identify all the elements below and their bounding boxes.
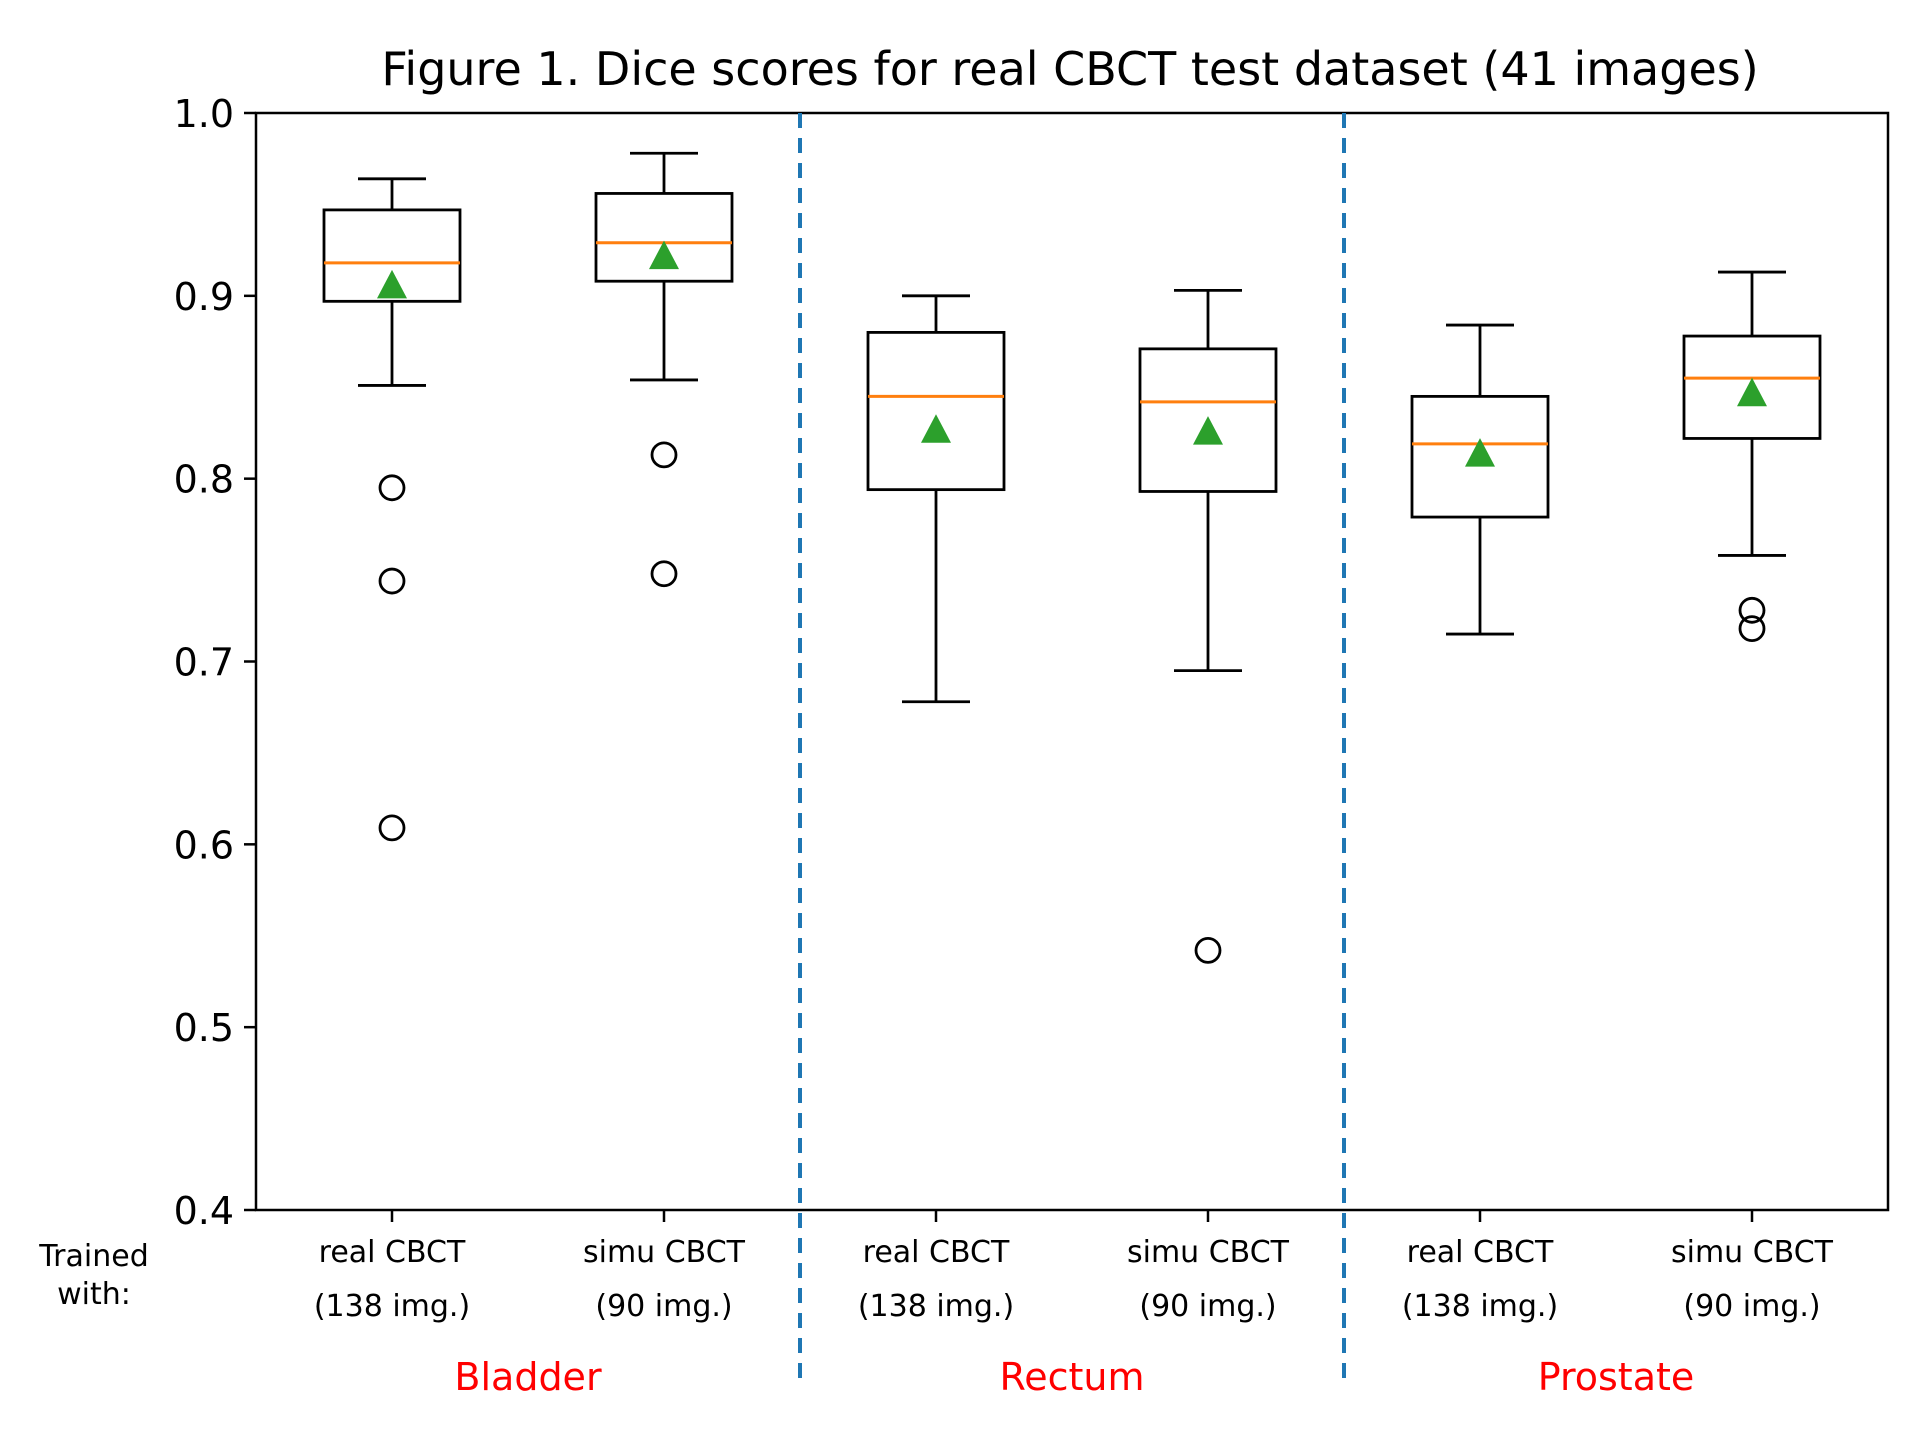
x-tick-label-line1: real CBCT	[319, 1235, 466, 1270]
x-tick-label-line1: real CBCT	[863, 1235, 1010, 1270]
iqr-box	[1682, 334, 1822, 440]
outlier-point	[1738, 615, 1766, 642]
chart-title: Figure 1. Dice scores for real CBCT test…	[381, 42, 1758, 96]
x-tick-label-line2: (138 img.)	[858, 1289, 1014, 1324]
y-tick-label: 0.6	[174, 823, 234, 867]
mean-marker	[649, 240, 679, 270]
outlier-point	[1738, 596, 1766, 624]
y-tick-label: 1.0	[174, 92, 234, 136]
y-tick-label: 0.8	[174, 458, 234, 502]
x-tick-label-line1: simu CBCT	[1127, 1235, 1290, 1270]
box-4	[1138, 288, 1278, 1222]
group-label-bladder: Bladder	[454, 1355, 602, 1399]
box-2	[594, 151, 734, 1222]
group-label-rectum: Rectum	[1000, 1355, 1145, 1399]
box-1	[322, 177, 462, 1222]
mean-marker	[1737, 377, 1767, 407]
plot-frame	[254, 111, 1890, 1212]
y-tick-label: 0.4	[174, 1189, 234, 1233]
x-tick-label-line2: (90 img.)	[595, 1289, 732, 1324]
y-tick-label: 0.7	[174, 641, 234, 685]
x-tick-label-line1: real CBCT	[1407, 1235, 1554, 1270]
y-tick-label: 0.9	[174, 275, 234, 319]
outlier-point	[378, 567, 406, 595]
iqr-box	[1410, 394, 1550, 519]
iqr-box	[322, 208, 462, 303]
x-tick-label-line2: (90 img.)	[1139, 1289, 1276, 1324]
plot-area: 0.4 0.5 0.6 0.7 0.8 0.9 1.0 real CBCT (138 img.)…	[38, 92, 1890, 1399]
mean-marker	[377, 269, 407, 299]
mean-marker	[921, 414, 951, 443]
mean-marker	[1465, 438, 1495, 467]
group-label-prostate: Prostate	[1538, 1355, 1695, 1399]
x-tick-label-line2: (138 img.)	[1402, 1289, 1558, 1324]
outlier-point	[378, 474, 406, 502]
iqr-box	[594, 192, 734, 283]
x-tick-label-line1: simu CBCT	[583, 1235, 746, 1270]
outlier-point	[1194, 936, 1222, 964]
box-5	[1410, 323, 1550, 1222]
y-tick-label: 0.5	[174, 1006, 234, 1050]
iqr-box	[1138, 347, 1278, 493]
x-tick-label-line1: simu CBCT	[1671, 1235, 1834, 1270]
outlier-point	[378, 814, 406, 842]
outlier-point	[650, 441, 678, 469]
mean-marker	[1193, 416, 1223, 445]
trained-with-label: Trained	[38, 1239, 148, 1274]
trained-with-label: with:	[57, 1277, 131, 1312]
iqr-box	[866, 330, 1006, 492]
outlier-point	[650, 560, 678, 588]
box-6	[1682, 270, 1822, 1222]
x-tick-label-line2: (90 img.)	[1683, 1289, 1820, 1324]
box-3	[866, 294, 1006, 1222]
x-tick-label-line2: (138 img.)	[314, 1289, 470, 1324]
